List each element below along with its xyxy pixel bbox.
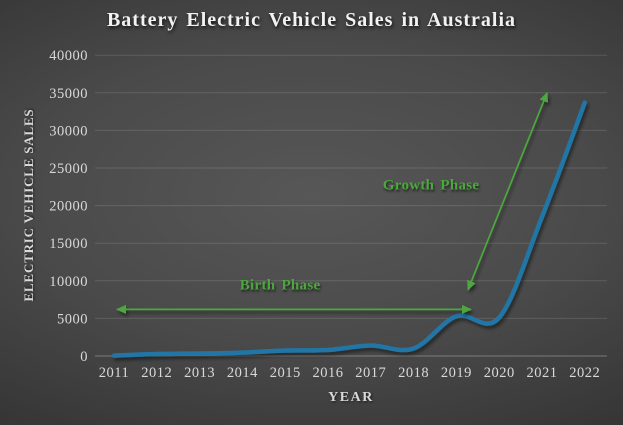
y-axis-tick-label: 0 bbox=[80, 349, 88, 365]
y-axis-tick-label: 25000 bbox=[49, 161, 88, 177]
x-axis-tick-label: 2015 bbox=[270, 365, 301, 381]
x-axis-tick-label: 2013 bbox=[184, 365, 215, 381]
birth-phase-label: Birth Phase bbox=[239, 277, 321, 294]
y-axis-tick-label: 30000 bbox=[49, 123, 88, 139]
y-axis-tick-label: 5000 bbox=[57, 311, 88, 327]
y-axis-tick-label: 35000 bbox=[49, 86, 88, 102]
chart-title: Battery Electric Vehicle Sales in Austra… bbox=[106, 9, 517, 31]
x-axis-tick-label: 2016 bbox=[313, 365, 344, 381]
x-axis-tick-label: 2012 bbox=[141, 365, 172, 381]
growth-phase-arrow bbox=[467, 91, 548, 291]
x-axis-tick-label: 2020 bbox=[484, 365, 515, 381]
x-axis-tick-label: 2014 bbox=[227, 365, 258, 381]
x-axis-tick-labels: 2011 2012 2013 2014 2015 2016 2017 2018 2019 2020… bbox=[99, 365, 600, 381]
y-axis-tick-label: 15000 bbox=[49, 236, 88, 252]
y-axis-tick-label: 10000 bbox=[49, 274, 88, 290]
gridlines bbox=[95, 54, 607, 357]
x-axis-tick-label: 2022 bbox=[569, 365, 600, 381]
y-axis-tick-label: 40000 bbox=[49, 48, 88, 64]
x-axis-tick-label: 2018 bbox=[398, 365, 429, 381]
x-axis-tick-label: 2011 bbox=[99, 365, 129, 381]
growth-phase-label: Growth Phase bbox=[382, 177, 480, 194]
y-axis-tick-labels: 0 5000 10000 15000 20000 25000 30000 35000 40000 bbox=[49, 48, 88, 365]
x-axis-tick-label: 2017 bbox=[355, 365, 386, 381]
x-axis-tick-label: 2019 bbox=[441, 365, 472, 381]
sales-line-series bbox=[111, 100, 588, 358]
phase-arrows bbox=[116, 91, 548, 314]
x-axis-tick-label: 2021 bbox=[527, 365, 558, 381]
y-axis-tick-label: 20000 bbox=[49, 199, 88, 215]
x-axis-title: YEAR bbox=[328, 390, 374, 405]
